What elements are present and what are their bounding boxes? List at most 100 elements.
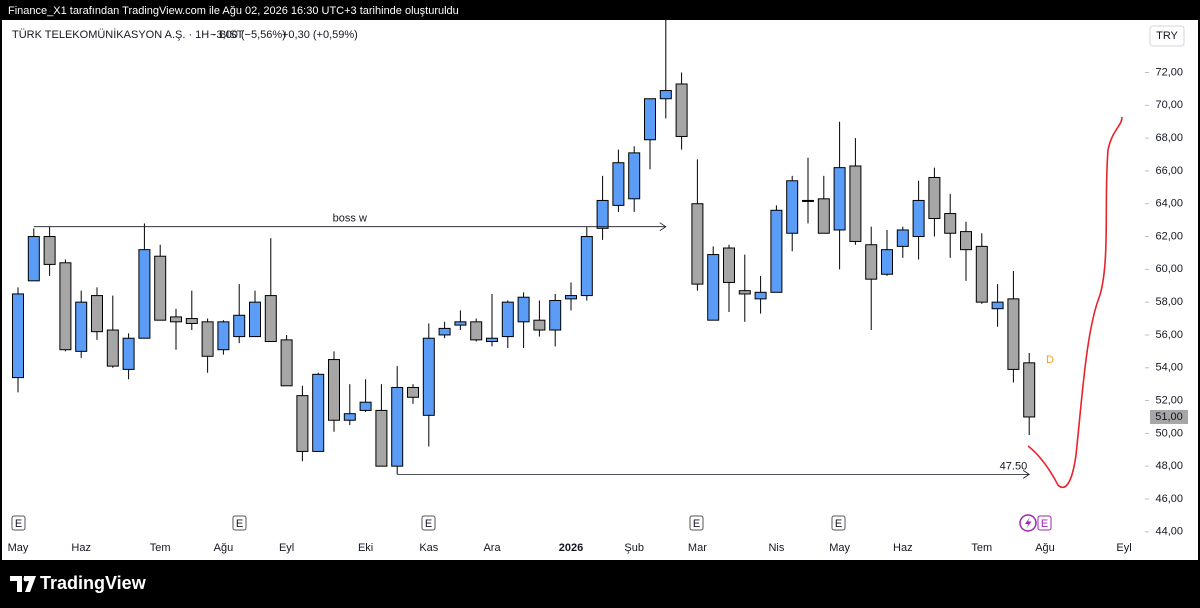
y-tick-label: 46,00 xyxy=(1155,493,1183,505)
x-tick-label: Şub xyxy=(624,542,644,554)
candle-body xyxy=(754,291,767,300)
candle-body xyxy=(154,255,167,321)
y-tick-label: 58,00 xyxy=(1155,296,1183,308)
event-box xyxy=(689,515,704,531)
annotation-label: 47.50 xyxy=(1000,460,1028,472)
caption: Finance_X1 tarafından TradingView.com il… xyxy=(8,5,459,17)
x-tick-label: Eyl xyxy=(1116,542,1131,554)
y-tick-label: 70,00 xyxy=(1155,99,1183,111)
candle-body xyxy=(896,229,909,247)
candle-body xyxy=(201,321,214,357)
candle-body xyxy=(59,262,72,351)
arrow-head xyxy=(659,222,667,232)
logo-mark xyxy=(10,576,36,592)
candle-body xyxy=(328,359,340,421)
events: E E E E E E D xyxy=(11,354,1054,532)
chart-area xyxy=(2,20,1198,560)
candle-body xyxy=(233,314,246,338)
candle-body xyxy=(770,209,783,293)
event-box xyxy=(421,515,436,531)
x-tick-label: Ağu xyxy=(1035,542,1055,554)
x-tick-label: Eki xyxy=(358,542,373,554)
candle-body xyxy=(817,198,830,234)
event-marker: E xyxy=(1041,518,1048,530)
candle-body xyxy=(470,321,483,341)
candle-body xyxy=(612,162,625,206)
y-tick-label: 72,00 xyxy=(1155,66,1183,78)
candle-body xyxy=(91,295,103,333)
y-tick-label: 44,00 xyxy=(1155,526,1183,538)
brand: TradingView xyxy=(40,573,147,593)
event-marker: E xyxy=(15,518,22,530)
candle-body xyxy=(407,386,419,398)
event-marker: E xyxy=(236,518,243,530)
candle-body xyxy=(12,293,24,379)
candle-body xyxy=(75,301,88,352)
x-tick-label: Haz xyxy=(71,542,91,554)
flash-bolt xyxy=(1025,517,1032,529)
x-tick-label: May xyxy=(829,542,850,554)
candle-body xyxy=(1023,362,1036,418)
candle-body xyxy=(359,401,372,411)
candle-body xyxy=(738,290,751,295)
candle-body xyxy=(549,300,562,331)
candle-body xyxy=(944,213,957,234)
x-tick-label: Ara xyxy=(483,542,501,554)
candle-body xyxy=(991,301,1004,310)
candle-body xyxy=(644,98,656,141)
x-tick-label: Tem xyxy=(150,542,171,554)
currency-button[interactable] xyxy=(1149,25,1185,47)
candle-body xyxy=(596,199,609,229)
logo-dot xyxy=(23,576,29,582)
candle-body xyxy=(138,249,151,339)
candle-body xyxy=(912,199,925,238)
dividend-marker: D xyxy=(1046,354,1054,366)
annotation-label: boss w xyxy=(333,213,367,225)
hand-drawn-curve xyxy=(1027,116,1123,489)
candle-body xyxy=(707,254,720,321)
y-tick-label: 64,00 xyxy=(1155,198,1183,210)
candle-body xyxy=(517,296,530,323)
candle-body xyxy=(580,236,593,297)
x-tick-label: Haz xyxy=(893,542,913,554)
candle-body xyxy=(928,176,941,219)
y-tick-label: 68,00 xyxy=(1155,132,1183,144)
x-tick-label: Ağu xyxy=(214,542,234,554)
x-tick-label: May xyxy=(8,542,29,554)
candle-body xyxy=(802,199,814,202)
candle-body xyxy=(122,337,135,370)
arrow-head xyxy=(1022,470,1030,479)
candle-body xyxy=(43,236,56,265)
candle-body xyxy=(422,337,435,416)
y-tick-label: 62,00 xyxy=(1155,230,1183,242)
candle-body xyxy=(375,409,388,467)
y-tick-label: 52,00 xyxy=(1155,394,1183,406)
event-box xyxy=(1037,515,1052,531)
candle-body xyxy=(185,318,198,324)
y-tick-label: 60,00 xyxy=(1155,263,1183,275)
candle-body xyxy=(391,386,404,467)
candle-body xyxy=(249,301,261,338)
candle-body xyxy=(501,301,514,338)
candle-body xyxy=(786,180,799,234)
candle-body xyxy=(486,337,498,343)
x-tick-label: Eyl xyxy=(279,542,294,554)
brand-logo xyxy=(10,576,36,592)
x-tick-label: Kas xyxy=(419,542,438,554)
candle-body xyxy=(675,83,688,137)
event-box xyxy=(831,515,846,531)
candle-body xyxy=(280,339,293,387)
candle-body xyxy=(865,244,878,280)
candle-body xyxy=(975,245,988,303)
candle-body xyxy=(312,373,325,452)
currency[interactable]: TRY xyxy=(1156,30,1178,42)
candle-body xyxy=(1007,298,1020,370)
last-price-label: 51,00 xyxy=(1155,411,1183,423)
candle-body xyxy=(659,90,672,100)
y-tick-label: 50,00 xyxy=(1155,427,1183,439)
candle-body xyxy=(533,319,546,331)
candle-body xyxy=(217,321,230,351)
x-tick-label: Tem xyxy=(971,542,992,554)
candle-body xyxy=(849,165,862,242)
y-tick-label: 54,00 xyxy=(1155,362,1183,374)
